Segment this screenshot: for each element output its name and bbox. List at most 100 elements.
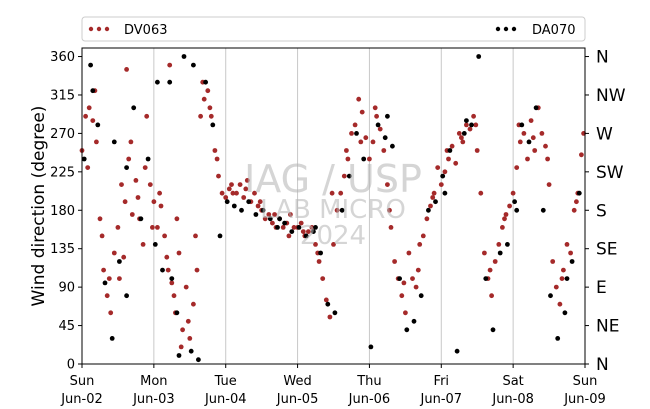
data-point-dv063: [487, 267, 493, 273]
data-point-dv063: [262, 216, 268, 222]
x-tick-day: Sat: [502, 374, 523, 389]
data-point-dv063: [323, 297, 329, 303]
data-point-dv063: [252, 190, 257, 196]
data-point-dv063: [435, 165, 441, 171]
data-point-dv063: [557, 301, 563, 307]
data-point-da070: [181, 54, 187, 59]
data-point-dv063: [126, 156, 132, 162]
x-gridlines: [153, 48, 514, 364]
data-point-dv063: [345, 156, 351, 162]
data-point-da070: [275, 225, 280, 230]
y-tick-label: 270: [50, 127, 75, 142]
data-point-dv063: [104, 293, 110, 299]
data-point-dv063: [574, 199, 579, 205]
data-point-dv063: [212, 148, 218, 153]
data-point-dv063: [517, 139, 523, 145]
data-point-dv063: [344, 148, 349, 153]
data-point-dv063: [579, 152, 584, 158]
data-point-dv063: [306, 229, 311, 235]
data-point-dv063: [478, 190, 484, 196]
data-point-dv063: [94, 139, 99, 145]
data-point-da070: [124, 293, 129, 299]
data-point-dv063: [237, 182, 243, 188]
data-point-dv063: [430, 195, 436, 200]
data-point-da070: [375, 122, 381, 128]
data-point-da070: [512, 199, 517, 205]
data-point-da070: [111, 139, 117, 145]
data-point-dv063: [482, 250, 487, 256]
data-point-dv063: [349, 131, 354, 136]
data-point-dv063: [223, 195, 229, 200]
data-point-dv063: [158, 203, 164, 209]
data-point-dv063: [510, 190, 516, 196]
data-point-dv063: [124, 67, 129, 72]
data-point-dv063: [543, 143, 548, 149]
data-point-dv063: [561, 267, 566, 273]
data-point-dv063: [438, 182, 444, 188]
data-point-dv063: [514, 165, 520, 171]
x-tick-day: Tue: [214, 374, 237, 389]
data-point-dv063: [280, 225, 286, 230]
data-point-dv063: [83, 113, 88, 119]
data-point-dv063: [216, 173, 221, 179]
data-point-dv063: [257, 199, 263, 205]
data-point-dv063: [201, 96, 207, 102]
data-point-dv063: [415, 267, 421, 273]
data-point-dv063: [316, 259, 322, 264]
data-point-da070: [318, 250, 323, 256]
data-point-dv063: [144, 113, 150, 119]
data-point-dv063: [194, 267, 200, 273]
data-point-dv063: [403, 310, 408, 316]
data-point-da070: [160, 267, 165, 273]
data-point-dv063: [530, 135, 536, 141]
data-point-dv063: [406, 250, 412, 256]
data-point-da070: [569, 259, 575, 264]
data-point-da070: [464, 118, 469, 123]
data-point-da070: [277, 216, 282, 222]
data-point-da070: [339, 207, 345, 213]
data-point-dv063: [459, 135, 464, 141]
data-point-dv063: [169, 280, 175, 286]
data-point-dv063: [106, 276, 112, 281]
data-point-da070: [296, 225, 302, 230]
data-point-da070: [440, 173, 446, 179]
data-point-dv063: [309, 225, 315, 230]
data-point-da070: [483, 276, 489, 281]
data-point-dv063: [140, 242, 146, 247]
data-point-dv063: [313, 242, 318, 247]
data-point-da070: [109, 336, 115, 341]
data-point-dv063: [489, 293, 494, 299]
data-point-da070: [469, 122, 474, 128]
data-point-dv063: [226, 186, 232, 192]
data-point-dv063: [449, 143, 455, 149]
data-point-dv063: [528, 118, 534, 123]
data-point-dv063: [410, 276, 415, 281]
data-point-dv063: [155, 225, 160, 230]
data-point-dv063: [167, 62, 173, 68]
data-point-da070: [562, 310, 568, 316]
data-point-dv063: [521, 131, 527, 136]
data-point-dv063: [446, 156, 451, 162]
y-right-tick-label: S: [596, 201, 607, 221]
data-point-da070: [426, 207, 431, 213]
x-tick-date: Jun-02: [60, 392, 103, 407]
watermark-line2: LAB MICRO: [260, 195, 406, 225]
data-point-dv063: [208, 113, 214, 119]
data-point-dv063: [151, 199, 157, 205]
data-point-dv063: [401, 280, 407, 286]
y-right-tick-label: N: [596, 48, 609, 68]
data-point-dv063: [525, 156, 530, 162]
data-point-dv063: [381, 148, 387, 153]
data-point-dv063: [162, 233, 168, 239]
data-point-dv063: [442, 169, 448, 175]
y-tick-label: 90: [58, 281, 75, 296]
data-point-da070: [442, 190, 448, 196]
legend-da070-label: DA070: [532, 23, 576, 38]
y-right-tick-label: E: [596, 278, 607, 298]
data-point-dv063: [385, 182, 390, 188]
legend-dv063-marker: [96, 26, 102, 32]
data-point-dv063: [183, 284, 189, 290]
y-right-tick-label: SE: [596, 240, 618, 260]
data-point-da070: [311, 229, 316, 235]
data-point-da070: [217, 233, 223, 239]
